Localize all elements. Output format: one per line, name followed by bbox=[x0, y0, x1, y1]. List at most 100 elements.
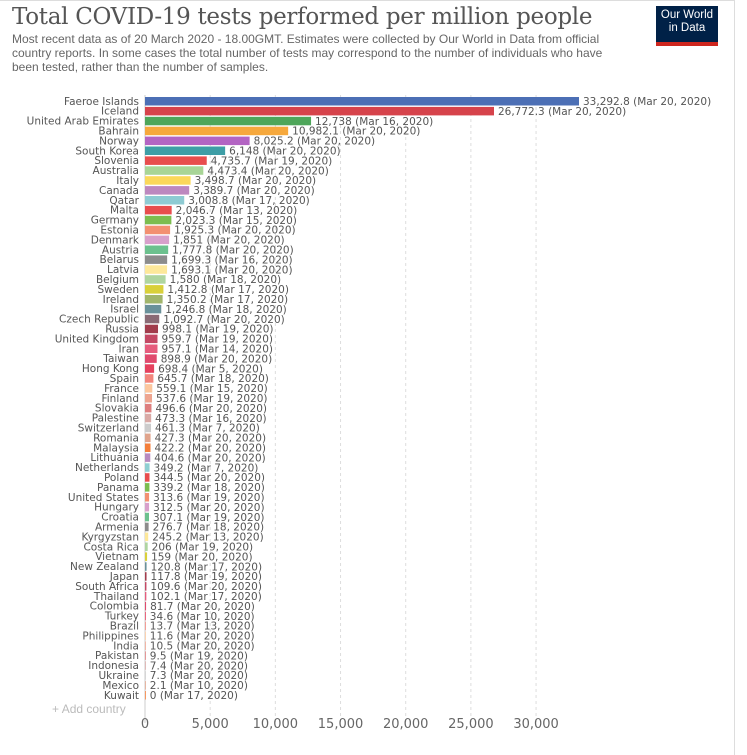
bar[interactable] bbox=[145, 413, 152, 423]
bar[interactable] bbox=[145, 611, 146, 621]
bar-row[interactable]: Panama 339.2 (Mar 18, 2020) bbox=[97, 482, 265, 494]
bar[interactable] bbox=[145, 186, 190, 195]
bar-row[interactable]: Kyrgyzstan 245.2 (Mar 13, 2020) bbox=[81, 531, 263, 543]
bar[interactable] bbox=[145, 245, 169, 255]
bar[interactable] bbox=[145, 384, 153, 393]
bar-row[interactable]: Netherlands 349.2 (Mar 7, 2020) bbox=[75, 462, 258, 474]
bar-row[interactable]: Bahrain 10,982.1 (Mar 20, 2020) bbox=[98, 126, 420, 138]
bar[interactable] bbox=[145, 156, 207, 165]
bar-row[interactable]: Armenia 276.7 (Mar 18, 2020) bbox=[95, 522, 264, 534]
bar-row[interactable]: Taiwan 898.9 (Mar 20, 2020) bbox=[102, 353, 272, 365]
bar-row[interactable]: United Arab Emirates 12,738 (Mar 16, 2020… bbox=[27, 116, 434, 128]
bar-row[interactable]: Spain 645.7 (Mar 18, 2020) bbox=[110, 373, 269, 385]
bar-row[interactable]: Russia 998.1 (Mar 19, 2020) bbox=[105, 324, 273, 336]
bar-row[interactable]: United Kingdom 959.7 (Mar 19, 2020) bbox=[55, 333, 273, 345]
bar[interactable] bbox=[145, 423, 152, 433]
bar[interactable] bbox=[145, 106, 494, 116]
bar[interactable] bbox=[145, 631, 146, 641]
bar-row[interactable]: Norway 8,025.2 (Mar 20, 2020) bbox=[99, 135, 375, 147]
add-country-button[interactable]: + Add country bbox=[52, 702, 126, 716]
bar[interactable] bbox=[145, 562, 147, 571]
bar[interactable] bbox=[145, 621, 146, 631]
bar-row[interactable]: Canada 3,389.7 (Mar 20, 2020) bbox=[99, 185, 315, 197]
bar-row[interactable]: Sweden 1,412.8 (Mar 17, 2020) bbox=[98, 284, 289, 296]
bar-row[interactable]: Czech Republic 1,092.7 (Mar 20, 2020) bbox=[59, 314, 285, 326]
bar-row[interactable]: Ukraine 7.3 (Mar 20, 2020) bbox=[98, 670, 248, 682]
bar[interactable] bbox=[145, 522, 149, 532]
bar-row[interactable]: Israel 1,246.8 (Mar 18, 2020) bbox=[110, 304, 286, 316]
bar-row[interactable]: Austria 1,777.8 (Mar 20, 2020) bbox=[102, 244, 294, 256]
bar[interactable] bbox=[145, 235, 170, 245]
bar-row[interactable]: Germany 2,023.3 (Mar 15, 2020) bbox=[91, 215, 297, 227]
bar[interactable] bbox=[145, 364, 155, 373]
bar[interactable] bbox=[145, 691, 146, 700]
bar-row[interactable]: Colombia 81.7 (Mar 20, 2020) bbox=[90, 601, 255, 613]
bar[interactable] bbox=[145, 443, 151, 453]
bar-row[interactable]: Iran 957.1 (Mar 14, 2020) bbox=[118, 343, 272, 355]
bar[interactable] bbox=[145, 473, 150, 482]
bar[interactable] bbox=[145, 146, 226, 156]
bar[interactable] bbox=[145, 671, 146, 680]
bar-row[interactable]: Vietnam 159 (Mar 20, 2020) bbox=[95, 551, 252, 563]
bar-row[interactable]: Belgium 1,580 (Mar 18, 2020) bbox=[96, 274, 281, 286]
bar[interactable] bbox=[145, 205, 172, 215]
bar[interactable] bbox=[145, 176, 191, 185]
bar[interactable] bbox=[145, 433, 151, 443]
bar-row[interactable]: Japan 117.8 (Mar 19, 2020) bbox=[109, 571, 262, 583]
bar-row[interactable]: Turkey 34.6 (Mar 10, 2020) bbox=[104, 611, 255, 623]
bar[interactable] bbox=[145, 255, 168, 264]
bar[interactable] bbox=[145, 285, 164, 294]
bar[interactable] bbox=[145, 97, 579, 106]
bar[interactable] bbox=[145, 552, 148, 561]
bar-row[interactable]: Belarus 1,699.3 (Mar 16, 2020) bbox=[100, 254, 293, 266]
bar-row[interactable]: Hong Kong 698.4 (Mar 5, 2020) bbox=[82, 363, 263, 375]
bar[interactable] bbox=[145, 512, 150, 522]
bar-row[interactable]: Kuwait 0 (Mar 17, 2020) bbox=[104, 690, 238, 702]
bar-row[interactable]: Switzerland 461.3 (Mar 7, 2020) bbox=[78, 423, 260, 435]
bar-row[interactable]: Lithuania 404.6 (Mar 20, 2020) bbox=[90, 452, 265, 464]
bar-row[interactable]: Denmark 1,851 (Mar 20, 2020) bbox=[91, 234, 285, 246]
bar[interactable] bbox=[145, 166, 204, 175]
bar[interactable] bbox=[145, 403, 152, 413]
bar[interactable] bbox=[145, 126, 289, 136]
bar[interactable] bbox=[145, 196, 185, 205]
bar[interactable] bbox=[145, 275, 166, 284]
bar[interactable] bbox=[145, 493, 150, 502]
bar-row[interactable]: Qatar 3,008.8 (Mar 17, 2020) bbox=[109, 195, 309, 207]
bar[interactable] bbox=[145, 532, 149, 542]
bar[interactable] bbox=[145, 225, 171, 235]
bar[interactable] bbox=[145, 334, 158, 344]
bar-row[interactable]: France 559.1 (Mar 15, 2020) bbox=[104, 383, 268, 395]
bar-row[interactable]: Malaysia 422.2 (Mar 20, 2020) bbox=[93, 442, 266, 454]
bar-row[interactable]: Thailand 102.1 (Mar 17, 2020) bbox=[93, 591, 262, 603]
bar-row[interactable]: Ireland 1,350.2 (Mar 17, 2020) bbox=[103, 294, 288, 306]
bar[interactable] bbox=[145, 324, 159, 334]
bar[interactable] bbox=[145, 116, 312, 126]
bar[interactable] bbox=[145, 265, 168, 274]
bar-row[interactable]: Croatia 307.1 (Mar 19, 2020) bbox=[101, 512, 264, 524]
bar[interactable] bbox=[145, 354, 157, 363]
bar-row[interactable]: Brazil 13.7 (Mar 13, 2020) bbox=[110, 621, 255, 633]
bar-row[interactable]: Mexico 2.1 (Mar 10, 2020) bbox=[102, 680, 248, 692]
owid-logo[interactable]: Our World in Data bbox=[656, 6, 718, 46]
bar[interactable] bbox=[145, 661, 146, 670]
bar[interactable] bbox=[145, 136, 250, 146]
bar[interactable] bbox=[145, 304, 162, 314]
bar[interactable] bbox=[145, 681, 146, 690]
bar[interactable] bbox=[145, 572, 147, 581]
bar-row[interactable]: Slovenia 4,735.7 (Mar 19, 2020) bbox=[94, 155, 332, 167]
bar[interactable] bbox=[145, 502, 150, 512]
bar-row[interactable]: Palestine 473.3 (Mar 16, 2020) bbox=[92, 413, 267, 425]
bar-row[interactable]: South Africa 109.6 (Mar 20, 2020) bbox=[75, 581, 262, 593]
bar[interactable] bbox=[145, 453, 151, 462]
bar-row[interactable]: Italy 3,498.7 (Mar 20, 2020) bbox=[116, 175, 316, 187]
bar[interactable] bbox=[145, 314, 160, 324]
bar-row[interactable]: Hungary 312.5 (Mar 20, 2020) bbox=[94, 502, 264, 514]
bar-row[interactable]: Philippines 11.6 (Mar 20, 2020) bbox=[82, 630, 254, 642]
bar[interactable] bbox=[145, 582, 147, 591]
bar-row[interactable]: United States 313.6 (Mar 19, 2020) bbox=[68, 492, 265, 504]
bar[interactable] bbox=[145, 463, 150, 472]
bar[interactable] bbox=[145, 651, 146, 660]
bar-row[interactable]: South Korea 6,148 (Mar 20, 2020) bbox=[75, 145, 340, 157]
bar-row[interactable]: Poland 344.5 (Mar 20, 2020) bbox=[104, 472, 265, 484]
